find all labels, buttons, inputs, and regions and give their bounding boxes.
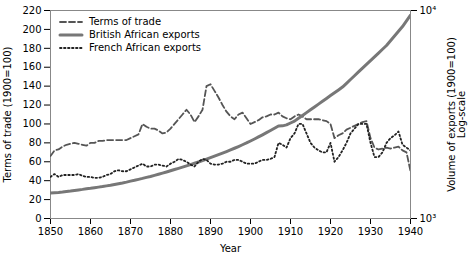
svg-text:180: 180 bbox=[22, 43, 41, 54]
svg-text:40: 40 bbox=[29, 175, 42, 186]
svg-text:1870: 1870 bbox=[118, 226, 143, 237]
svg-text:1890: 1890 bbox=[198, 226, 223, 237]
svg-text:200: 200 bbox=[22, 24, 41, 35]
svg-text:1860: 1860 bbox=[78, 226, 103, 237]
svg-text:120: 120 bbox=[22, 99, 41, 110]
svg-text:1920: 1920 bbox=[318, 226, 343, 237]
html-text:French African exports: French African exports bbox=[89, 42, 202, 53]
svg-text:220: 220 bbox=[22, 5, 41, 16]
svg-text:80: 80 bbox=[29, 137, 42, 148]
html-text:Terms of trade: Terms of trade bbox=[89, 16, 162, 27]
svg-text:1900: 1900 bbox=[238, 226, 263, 237]
svg-text:10³: 10³ bbox=[420, 213, 437, 224]
svg-text:Volume of exports (1900=100)Lo: Volume of exports (1900=100)Log-scale bbox=[446, 37, 467, 192]
svg-text:140: 140 bbox=[22, 80, 41, 91]
svg-text:1850: 1850 bbox=[38, 226, 63, 237]
svg-text:10⁴: 10⁴ bbox=[420, 5, 437, 16]
svg-text:1930: 1930 bbox=[358, 226, 383, 237]
svg-text:Year: Year bbox=[219, 243, 242, 254]
svg-text:60: 60 bbox=[29, 156, 42, 167]
svg-text:Terms of trade (1900=100): Terms of trade (1900=100) bbox=[2, 46, 13, 183]
svg-text:1910: 1910 bbox=[278, 226, 303, 237]
svg-text:20: 20 bbox=[29, 194, 42, 205]
html-text:British African exports: British African exports bbox=[89, 29, 200, 40]
svg-text:0: 0 bbox=[35, 213, 41, 224]
svg-text:100: 100 bbox=[22, 118, 41, 129]
svg-text:1880: 1880 bbox=[158, 226, 183, 237]
svg-text:1940: 1940 bbox=[398, 226, 423, 237]
svg-text:160: 160 bbox=[22, 61, 41, 72]
